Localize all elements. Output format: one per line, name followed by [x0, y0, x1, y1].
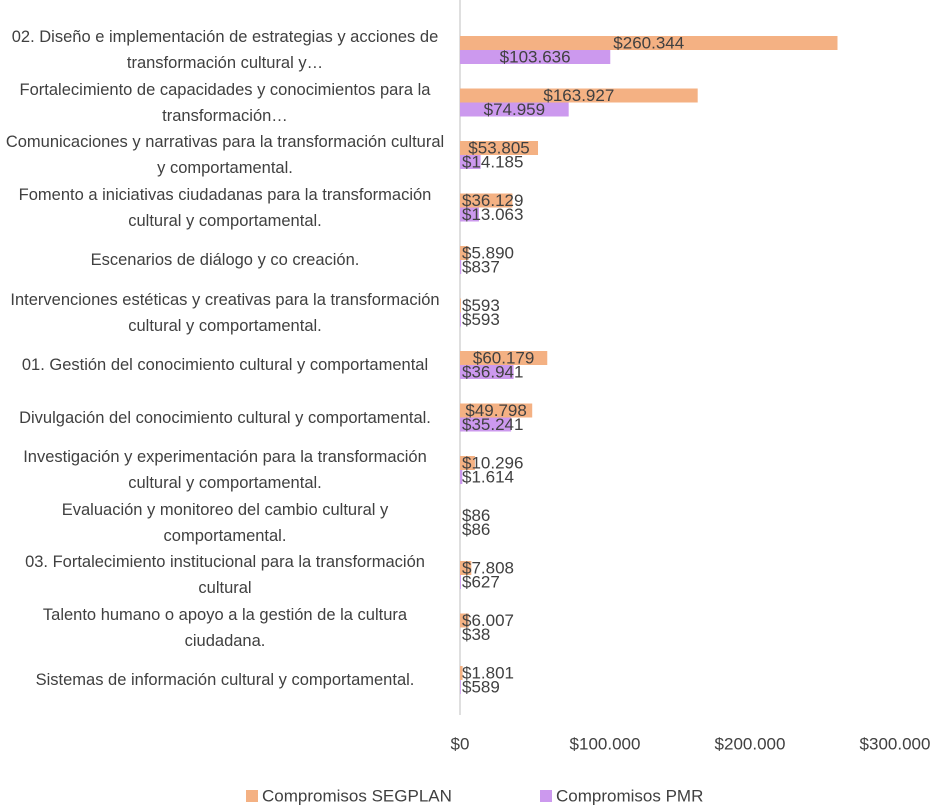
category-label: Comunicaciones y narrativas para la tran… [5, 133, 445, 177]
bar [460, 312, 461, 327]
bar [460, 417, 512, 432]
data-label: $49.798 [465, 401, 526, 420]
data-label: $7.808 [462, 558, 514, 577]
bar [460, 680, 461, 694]
data-label: $53.805 [468, 138, 529, 157]
category-label: Investigación y experimentación para la … [23, 448, 427, 492]
category-label: 02. Diseño e implementación de estrategi… [11, 28, 439, 72]
bar [460, 36, 838, 50]
x-tick-label: $300.000 [860, 734, 931, 753]
category-label: 01. Gestión del conocimiento cultural y … [21, 356, 429, 374]
bar [460, 666, 463, 680]
data-label: $86 [462, 506, 490, 525]
data-label: $35.241 [462, 415, 523, 434]
category-label: Escenarios de diálogo y co creación. [90, 251, 360, 269]
bar [460, 88, 698, 103]
data-label: $593 [462, 296, 500, 315]
bar [460, 207, 479, 222]
data-label: $74.959 [484, 100, 545, 119]
data-label: $36.941 [462, 362, 523, 381]
data-label: $38 [462, 625, 490, 644]
data-label: $260.344 [613, 33, 684, 52]
legend-swatch [246, 790, 258, 802]
data-label: $6.007 [462, 611, 514, 630]
legend-label: Compromisos PMR [556, 786, 703, 805]
bar [460, 456, 475, 470]
legend-swatch [540, 790, 552, 802]
data-label: $5.890 [462, 243, 514, 262]
data-label: $163.927 [543, 86, 614, 105]
data-label: $627 [462, 572, 500, 591]
data-label: $14.185 [462, 152, 523, 171]
bar [460, 470, 463, 484]
category-label: Evaluación y monitoreo del cambio cultur… [61, 500, 389, 545]
data-label: $103.636 [500, 47, 571, 66]
bar [460, 298, 461, 313]
bar [460, 193, 513, 208]
data-label: $1.801 [462, 663, 514, 682]
data-label: $1.614 [462, 467, 514, 486]
bar [460, 561, 472, 575]
bar [460, 260, 462, 274]
data-label: $10.296 [462, 453, 523, 472]
category-label: Divulgación del conocimiento cultural y … [19, 408, 431, 427]
category-label: Talento humano o apoyo a la gestión de l… [42, 605, 408, 650]
bar [460, 50, 611, 64]
category-label: Fomento a iniciativas ciudadanas para la… [18, 185, 432, 230]
legend-label: Compromisos SEGPLAN [262, 786, 452, 805]
data-label: $60.179 [473, 348, 534, 367]
category-label: Fortalecimiento de capacidades y conocim… [19, 80, 431, 125]
category-label: 03. Fortalecimiento institucional para l… [25, 553, 425, 597]
data-label: $837 [462, 257, 500, 276]
bar [460, 365, 514, 379]
bar [460, 102, 569, 117]
data-label: $13.063 [462, 205, 523, 224]
category-label: Sistemas de información cultural y compo… [35, 671, 415, 689]
data-label: $593 [462, 310, 500, 329]
data-label: $589 [462, 677, 500, 696]
bar [460, 403, 533, 418]
bar [460, 141, 539, 155]
bar [460, 351, 548, 365]
data-label: $86 [462, 520, 490, 539]
bar [460, 155, 481, 169]
x-tick-label: $200.000 [715, 734, 786, 753]
category-label: Intervenciones estéticas y creativas par… [10, 290, 440, 335]
bar [460, 575, 461, 589]
bar [460, 613, 469, 628]
x-tick-label: $100.000 [570, 734, 641, 753]
x-tick-label: $0 [451, 734, 470, 753]
data-label: $36.129 [462, 191, 523, 210]
bar [460, 246, 469, 260]
